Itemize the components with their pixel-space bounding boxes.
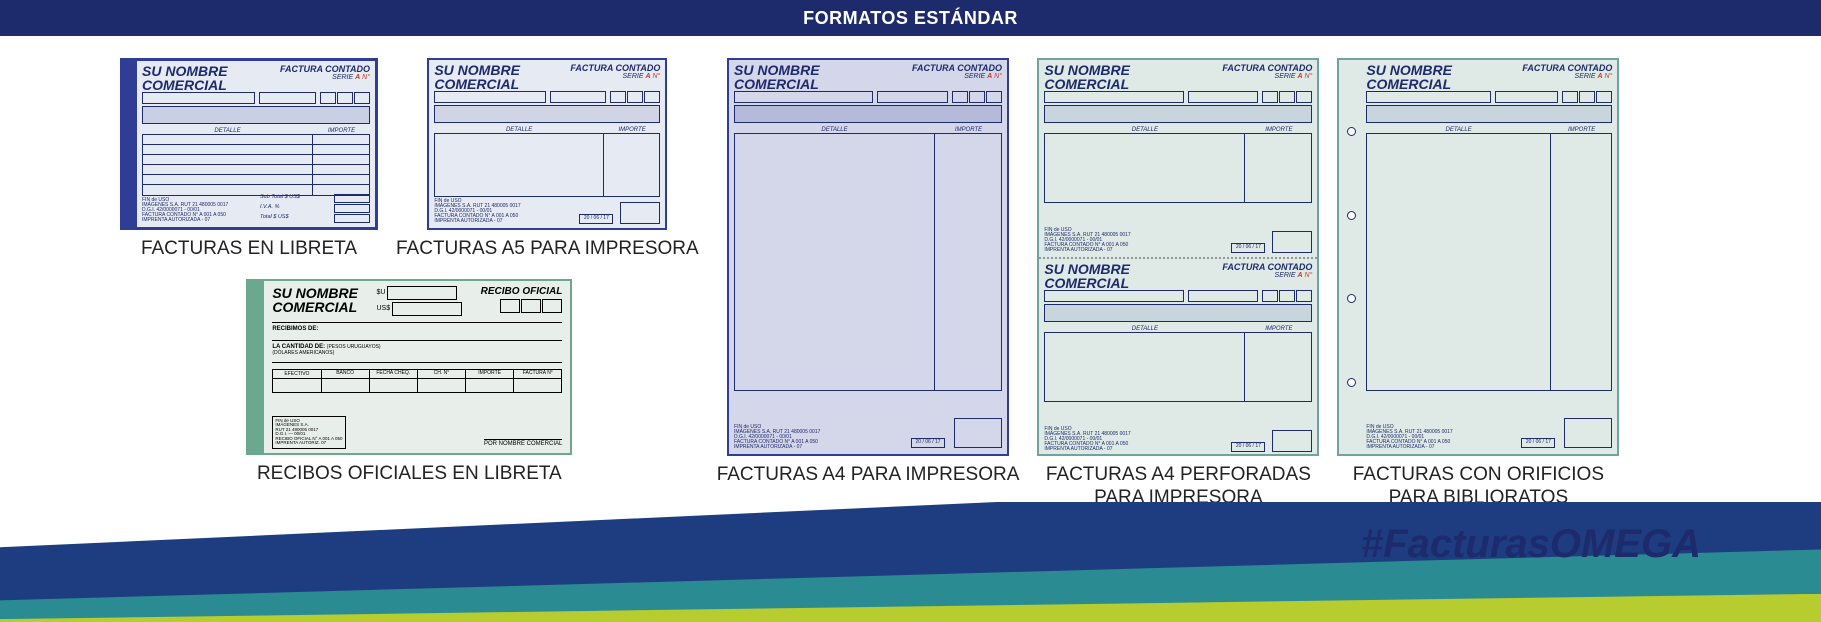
caption-a5: FACTURAS A5 PARA IMPRESORA: [396, 238, 699, 261]
item-facturas-a5: SU NOMBRE COMERCIAL FACTURA CONTADO SERI…: [396, 58, 699, 261]
header-title: FORMATOS ESTÁNDAR: [803, 8, 1018, 29]
invoice-title: FACTURA CONTADO: [280, 64, 370, 74]
header-bar: FORMATOS ESTÁNDAR: [0, 0, 1821, 36]
hashtag: #FacturasOMEGA: [1361, 522, 1701, 567]
item-facturas-libreta: SU NOMBRE COMERCIAL FACTURA CONTADO SERI…: [120, 58, 378, 261]
card-facturas-orificios: SU NOMBRE COMERCIAL FACTURA CONTADO SERI…: [1337, 58, 1619, 456]
card-facturas-a4: SU NOMBRE COMERCIAL FACTURA CONTADO SERI…: [727, 58, 1009, 456]
item-facturas-a4: SU NOMBRE COMERCIAL FACTURA CONTADO SERI…: [717, 58, 1020, 487]
binder-holes: [1347, 60, 1359, 454]
item-recibos-libreta: SU NOMBRE COMERCIAL $U US$ RECIBO OFICIA…: [246, 279, 572, 486]
card-facturas-libreta: SU NOMBRE COMERCIAL FACTURA CONTADO SERI…: [120, 58, 378, 230]
caption-libreta: FACTURAS EN LIBRETA: [141, 238, 357, 261]
item-facturas-a4-perforadas: SU NOMBRE COMERCIAL FACTURA CONTADO SERI…: [1037, 58, 1319, 510]
card-recibos-libreta: SU NOMBRE COMERCIAL $U US$ RECIBO OFICIA…: [246, 279, 572, 455]
card-facturas-a4-perforadas: SU NOMBRE COMERCIAL FACTURA CONTADO SERI…: [1037, 58, 1319, 456]
brand-line2: COMERCIAL: [142, 78, 228, 92]
content-area: SU NOMBRE COMERCIAL FACTURA CONTADO SERI…: [0, 36, 1821, 510]
caption-recibo: RECIBOS OFICIALES EN LIBRETA: [257, 463, 562, 486]
caption-a4: FACTURAS A4 PARA IMPRESORA: [717, 464, 1020, 487]
item-facturas-orificios: SU NOMBRE COMERCIAL FACTURA CONTADO SERI…: [1337, 58, 1619, 510]
card-facturas-a5: SU NOMBRE COMERCIAL FACTURA CONTADO SERI…: [427, 58, 667, 230]
brand-line1: SU NOMBRE: [142, 64, 228, 78]
left-column-stack: SU NOMBRE COMERCIAL FACTURA CONTADO SERI…: [120, 58, 699, 486]
